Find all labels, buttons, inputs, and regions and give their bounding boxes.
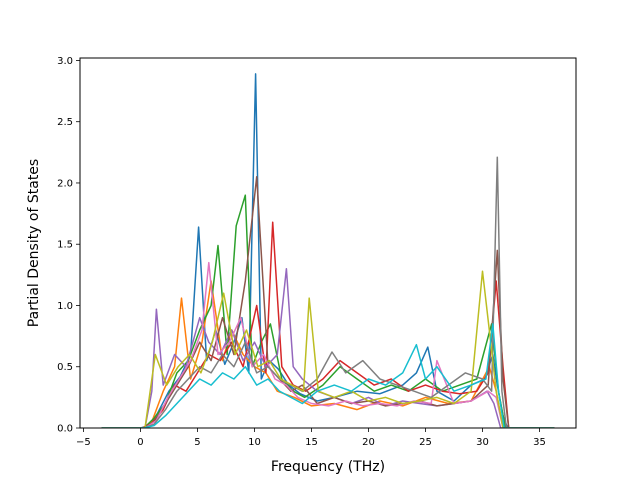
- series-line-9: [101, 270, 555, 428]
- series-layer: [101, 73, 555, 428]
- x-axis-title: Frequency (THz): [271, 459, 385, 475]
- y-tick-label: 3.0: [57, 56, 73, 67]
- x-tick-label: 15: [305, 437, 318, 448]
- y-tick-label: 1.5: [57, 240, 73, 251]
- x-tick-label: 0: [137, 437, 143, 448]
- y-tick-label: 2.0: [57, 178, 73, 189]
- x-tick-label: 20: [362, 437, 375, 448]
- x-axis: −5 0 5 10 15 20 25 30 35: [76, 428, 546, 448]
- x-tick-label: 35: [533, 437, 546, 448]
- series-line-10: [101, 323, 555, 428]
- y-tick-label: 2.5: [57, 117, 73, 128]
- x-tick-label: 25: [419, 437, 432, 448]
- y-axis: 0.0 0.5 1.0 1.5 2.0 2.5 3.0: [57, 56, 80, 435]
- series-line-4: [101, 221, 555, 428]
- y-tick-label: 0.5: [57, 362, 73, 373]
- x-tick-label: 30: [476, 437, 489, 448]
- y-axis-title: Partial Density of States: [26, 159, 42, 327]
- series-line-8: [101, 156, 555, 428]
- x-tick-label: 10: [248, 437, 261, 448]
- y-tick-label: 0.0: [57, 424, 73, 435]
- plot-frame: [79, 57, 577, 429]
- x-tick-label: −5: [76, 437, 91, 448]
- x-tick-label: 5: [194, 437, 200, 448]
- y-tick-label: 1.0: [57, 301, 73, 312]
